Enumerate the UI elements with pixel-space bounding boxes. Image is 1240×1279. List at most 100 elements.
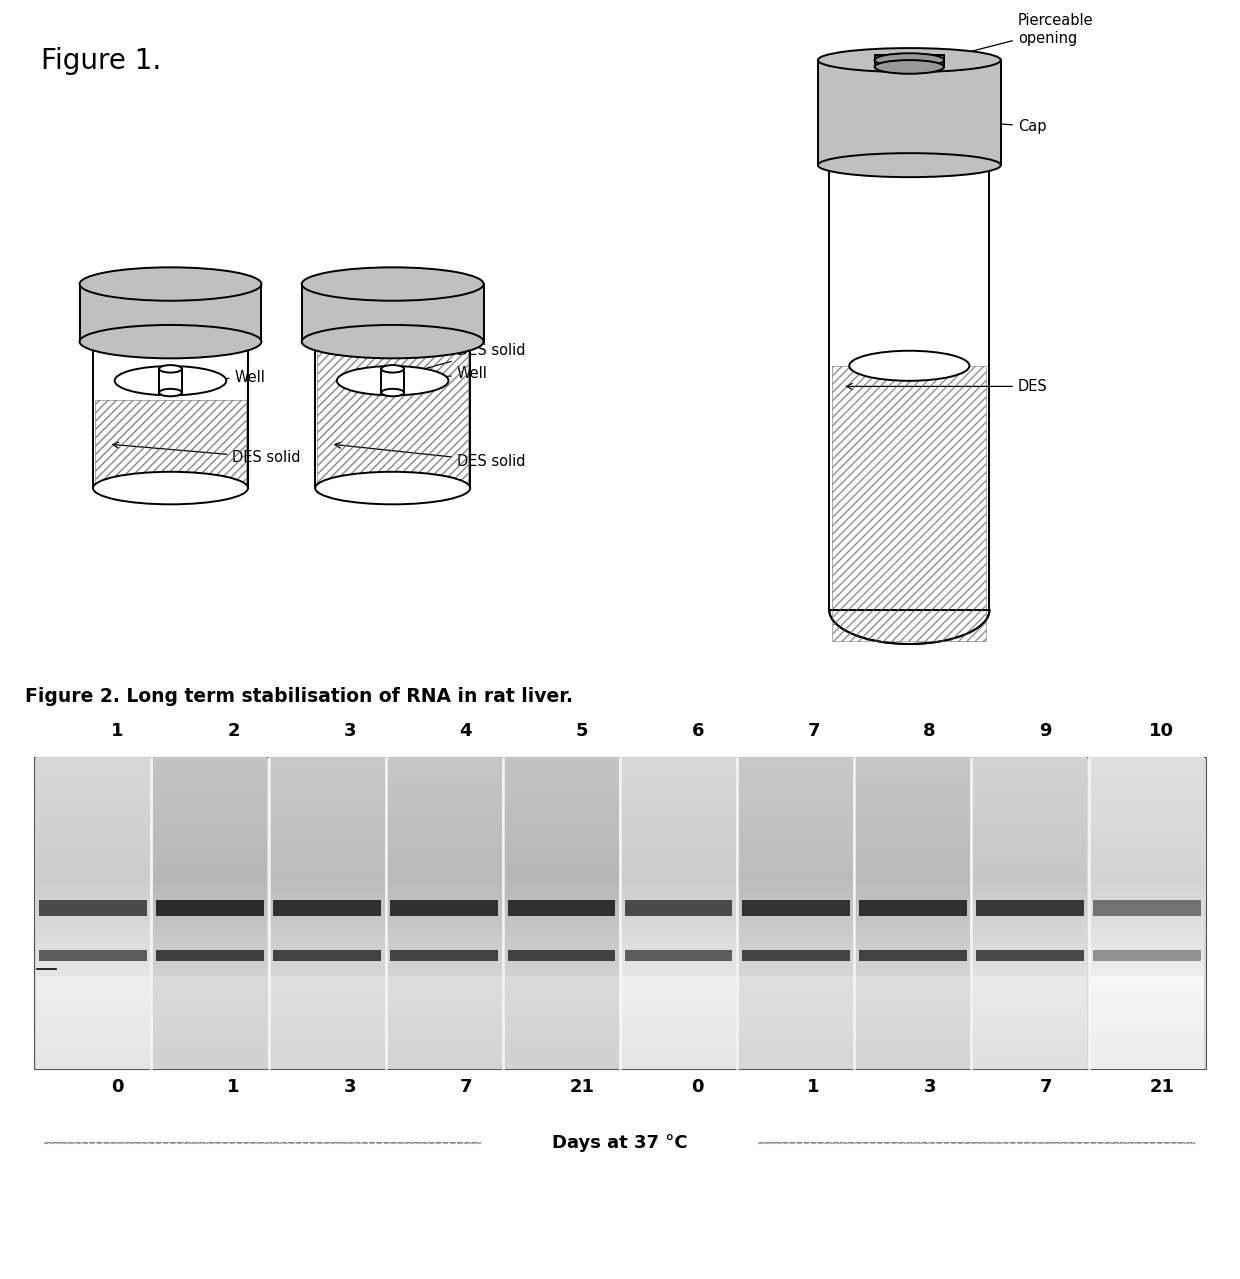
Bar [270,843,384,851]
Bar [1090,936,1204,944]
Bar [270,788,384,797]
Bar [387,1007,502,1014]
Bar [503,881,619,890]
Bar [738,913,853,921]
Bar [856,1030,970,1039]
Bar [95,400,246,487]
Bar [36,851,150,858]
Bar [503,765,619,773]
Text: 3: 3 [343,721,356,739]
Bar [972,835,1087,843]
Bar [856,975,970,984]
Bar [621,1045,737,1054]
Bar [621,796,737,804]
Bar [503,990,619,999]
Bar [621,889,737,898]
Bar [856,921,970,929]
Bar [738,959,853,968]
Bar [856,1045,970,1054]
Bar [270,835,384,843]
Bar [270,1007,384,1014]
Bar [621,1022,737,1030]
Bar [738,1007,853,1014]
Bar [972,967,1087,976]
Bar [621,936,737,944]
Bar [738,819,853,828]
Bar [273,950,381,962]
Bar [387,851,502,858]
Bar [270,780,384,788]
Text: 2: 2 [227,721,239,739]
Bar [856,967,970,976]
Bar [1090,826,1204,835]
Text: DES solid: DES solid [113,443,301,466]
Bar [1090,811,1204,820]
Bar [621,975,737,984]
Bar [972,780,1087,788]
Ellipse shape [818,49,1001,72]
Bar [503,1045,619,1054]
Bar [387,1045,502,1054]
Bar [36,811,150,820]
Bar [387,913,502,921]
Bar [621,826,737,835]
Bar [1090,1060,1204,1069]
Text: 1: 1 [807,1078,820,1096]
Bar [621,780,737,788]
Bar [1094,899,1200,916]
Bar [859,950,967,962]
Bar [621,967,737,976]
Bar [503,929,619,936]
Bar [387,1037,502,1046]
Bar [856,897,970,906]
Bar [36,1045,150,1054]
Bar [874,55,944,67]
Bar [856,990,970,999]
Bar [270,889,384,898]
Bar [387,999,502,1007]
Bar [36,835,150,843]
Bar [507,899,615,916]
Bar [503,780,619,788]
Bar [738,952,853,961]
Bar [153,990,268,999]
Bar [1090,881,1204,890]
Bar [153,858,268,866]
Bar [738,843,853,851]
Ellipse shape [315,310,470,341]
Text: 4: 4 [459,721,472,739]
Bar [859,899,967,916]
Bar [270,952,384,961]
Bar [738,975,853,984]
Bar [40,899,146,916]
Bar [1090,904,1204,913]
Bar [972,990,1087,999]
Bar [856,826,970,835]
Bar [856,788,970,797]
Bar [856,773,970,780]
Bar [856,851,970,858]
Bar [270,874,384,883]
Bar [738,803,853,812]
Bar [738,765,853,773]
Bar [270,929,384,936]
Bar [856,929,970,936]
Bar [856,866,970,875]
Bar [738,796,853,804]
Bar [1090,874,1204,883]
Bar [270,1053,384,1062]
Bar [503,999,619,1007]
Bar [1090,1007,1204,1014]
Bar [153,959,268,968]
Ellipse shape [830,145,990,168]
Bar [36,897,150,906]
Bar [153,819,268,828]
Bar [36,765,150,773]
Bar [738,1014,853,1022]
Bar [93,325,248,489]
Bar [153,921,268,929]
Bar [1090,975,1204,984]
Bar [738,1053,853,1062]
Bar [153,1030,268,1039]
Bar [503,773,619,780]
